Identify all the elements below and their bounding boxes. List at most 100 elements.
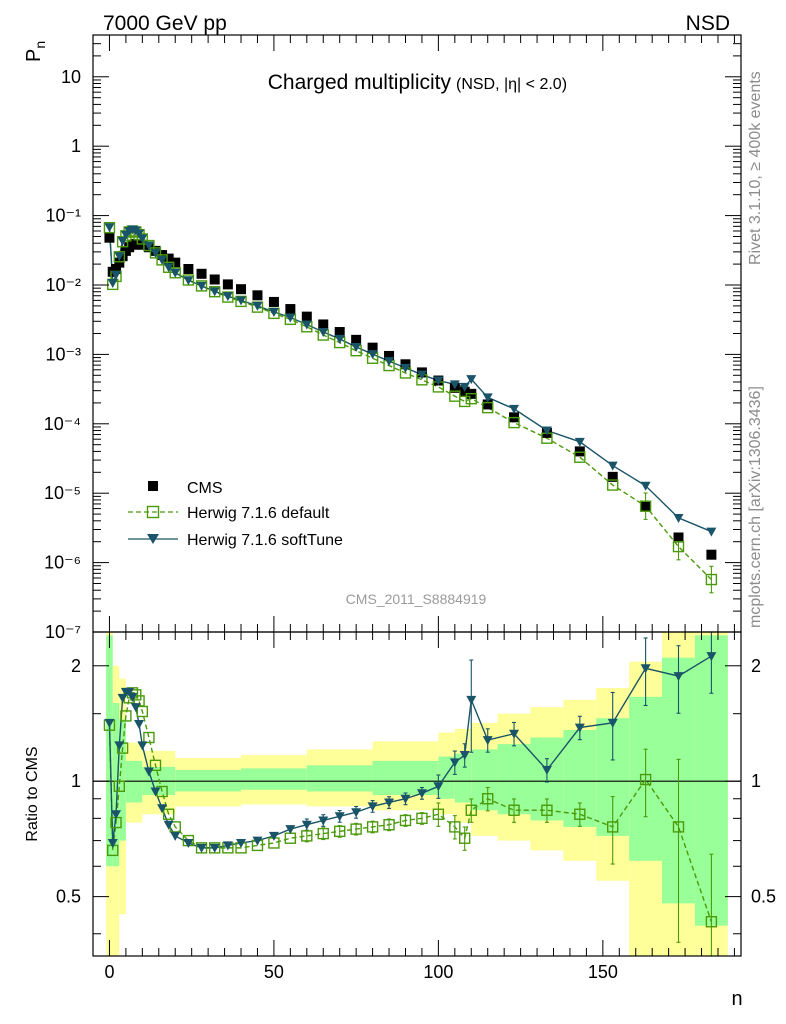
ratio-marker-herwig-default	[366, 821, 379, 833]
ratio-y-tick-label-right: 1	[751, 771, 761, 791]
marker-herwig-default	[103, 221, 116, 234]
ratio-marker-herwig-default	[113, 780, 126, 792]
ratio-marker-herwig-softtune	[384, 798, 395, 808]
marker-herwig-softtune	[574, 437, 585, 447]
ratio-marker-herwig-softtune	[574, 723, 585, 733]
ratio-marker-herwig-softtune	[673, 672, 684, 682]
marker-cms	[640, 501, 651, 512]
marker-herwig-softtune	[541, 426, 552, 436]
marker-herwig-softtune	[384, 357, 395, 367]
marker-herwig-softtune	[104, 223, 115, 233]
header-energy: 7000 GeV pp	[103, 12, 227, 35]
ratio-marker-herwig-default	[143, 731, 155, 744]
marker-cms	[183, 263, 194, 274]
marker-herwig-default	[465, 392, 477, 405]
marker-herwig-softtune	[268, 307, 279, 317]
marker-cms	[706, 549, 717, 560]
legend-cms-marker	[148, 481, 158, 491]
marker-cms	[334, 327, 345, 338]
marker-cms	[285, 304, 296, 315]
marker-herwig-default	[672, 540, 685, 553]
ratio-marker-herwig-default	[301, 830, 313, 842]
ratio-marker-herwig-default	[416, 812, 428, 825]
marker-herwig-softtune	[114, 252, 125, 262]
ratio-marker-herwig-softtune	[150, 787, 161, 797]
ratio-band-green	[438, 756, 455, 799]
axis-ticks: 10 1 10⁻¹ 10⁻² 10⁻³ 10⁻⁴ 10⁻⁵ 10⁻⁶ 10⁻⁷ 0 50 100 150…	[44, 35, 776, 982]
ratio-marker-herwig-softtune	[130, 703, 141, 713]
ratio-marker-herwig-default	[149, 759, 162, 772]
marker-herwig-softtune	[183, 276, 194, 286]
main-panel-marks	[103, 221, 718, 594]
ratio-marker-herwig-default	[432, 808, 445, 820]
plot-title-cuts: (NSD, |η| < 2.0)	[456, 76, 567, 93]
marker-herwig-default	[482, 401, 494, 414]
ratio-marker-herwig-default	[508, 804, 520, 816]
x-axis-label: n	[731, 988, 742, 1010]
marker-herwig-softtune	[285, 313, 296, 323]
rivet-version-note: Rivet 3.1.10, ≥ 400k events	[747, 71, 764, 265]
marker-cms	[137, 239, 148, 250]
marker-herwig-softtune	[334, 334, 345, 344]
ratio-marker-herwig-default	[705, 916, 718, 928]
marker-herwig-default	[458, 395, 471, 408]
mcplots-source-note: mcplots.cern.ch [arXiv:1306.3436]	[747, 386, 764, 628]
ratio-marker-herwig-default	[317, 827, 329, 840]
y-tick-label: 10⁻¹	[45, 206, 81, 226]
x-tick-label: 100	[423, 962, 453, 982]
marker-herwig-softtune	[318, 328, 329, 338]
marker-cms	[574, 446, 585, 457]
marker-herwig-softtune	[673, 513, 684, 523]
ratio-y-tick-label: 0.5	[56, 887, 81, 907]
marker-herwig-default	[136, 233, 149, 245]
y-tick-label: 10⁻⁴	[44, 414, 81, 434]
marker-herwig-softtune	[134, 229, 145, 239]
ratio-band-green	[471, 749, 498, 811]
ratio-marker-herwig-default	[399, 814, 412, 827]
marker-cms	[196, 268, 207, 279]
marker-herwig-softtune	[482, 393, 493, 403]
ratio-band-green	[241, 768, 307, 790]
marker-herwig-softtune	[607, 461, 618, 471]
marker-herwig-softtune	[163, 263, 174, 273]
marker-herwig-softtune	[107, 278, 118, 288]
marker-herwig-softtune	[416, 370, 427, 380]
ratio-band-green	[112, 702, 120, 867]
marker-cms	[111, 263, 122, 274]
ratio-band-green	[454, 753, 472, 803]
legend-cms-label: CMS	[187, 480, 223, 497]
ratio-marker-herwig-softtune	[111, 810, 122, 820]
ratio-marker-herwig-softtune	[301, 820, 312, 830]
ratio-marker-herwig-softtune	[449, 758, 460, 768]
y-axis-label-pn: Pn	[23, 41, 48, 62]
ratio-marker-herwig-softtune	[252, 836, 263, 846]
ratio-marker-herwig-softtune	[400, 794, 411, 804]
marker-herwig-softtune	[301, 320, 312, 330]
ratio-uncertainty-bands	[93, 632, 741, 956]
ratio-y-tick-label-right: 0.5	[751, 887, 776, 907]
ratio-marker-herwig-softtune	[163, 820, 174, 830]
marker-herwig-softtune	[170, 268, 181, 278]
marker-cms	[222, 279, 233, 290]
ratio-marker-herwig-softtune	[137, 741, 148, 751]
ratio-marker-herwig-default	[136, 705, 149, 718]
marker-herwig-softtune	[137, 234, 148, 244]
marker-cms	[252, 290, 263, 301]
ratio-marker-herwig-softtune	[706, 652, 717, 662]
y-tick-label: 10⁻³	[45, 344, 81, 364]
marker-cms	[268, 296, 279, 307]
ratio-marker-herwig-default	[350, 823, 362, 835]
ratio-panel-marks	[103, 631, 718, 957]
ratio-y-tick-label-right: 2	[751, 656, 761, 676]
ratio-band-green	[372, 760, 439, 796]
ratio-marker-herwig-softtune	[351, 808, 362, 818]
marker-herwig-default	[209, 286, 221, 298]
ratio-marker-herwig-softtune	[640, 664, 651, 674]
ratio-marker-herwig-softtune	[124, 687, 135, 697]
ratio-marker-herwig-softtune	[607, 718, 618, 728]
ratio-y-tick-label: 1	[71, 771, 81, 791]
marker-herwig-default	[705, 573, 718, 586]
ratio-marker-herwig-softtune	[222, 841, 233, 851]
marker-herwig-softtune	[367, 350, 378, 360]
ratio-marker-herwig-default	[383, 819, 395, 831]
